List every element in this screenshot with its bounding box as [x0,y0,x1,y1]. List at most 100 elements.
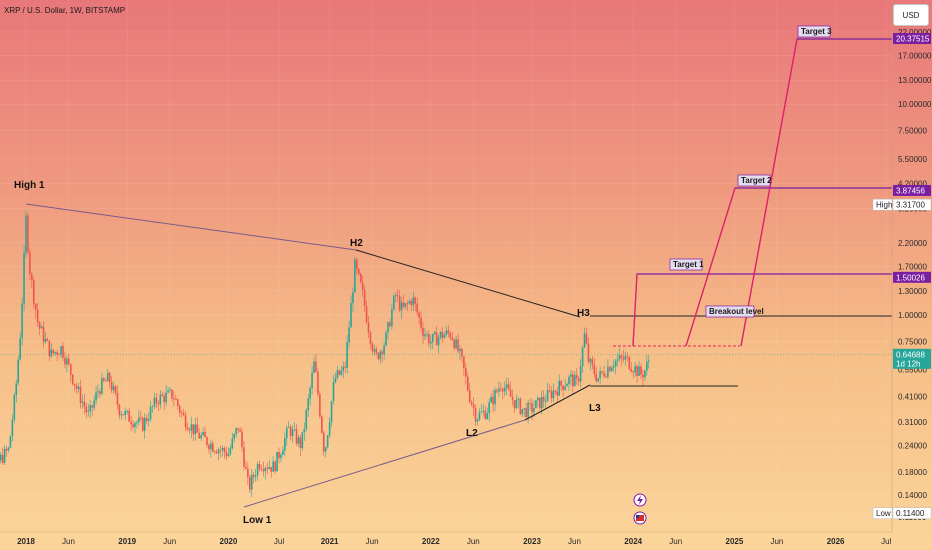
candle [241,428,243,452]
currency-button[interactable]: USD [893,4,929,26]
candle [118,403,121,420]
candle [140,411,142,422]
candle [513,400,516,413]
candle [365,300,368,324]
candle [646,354,648,376]
symbol-title: XRP / U.S. Dollar, 1W, BITSTAMP [4,6,126,15]
candle [624,351,627,366]
candle [287,421,290,428]
candle [482,404,485,417]
time-tick-label: Jun [467,537,480,546]
candle [27,212,29,255]
candle [112,381,115,394]
candle [572,370,574,394]
candle [408,298,411,305]
price-axis[interactable]: 22.00000 17.00000 13.00000 10.00000 7.50000 5… [872,0,932,532]
candle [585,327,588,345]
candle [558,374,561,397]
candle [428,330,430,347]
candle [416,297,418,317]
candle [461,347,463,363]
candle [38,321,41,336]
candle [268,460,271,470]
candle [410,298,413,311]
candle [533,400,535,418]
candle [106,368,109,382]
arrow-1 [632,273,638,347]
candle [340,365,343,377]
candle [134,421,136,434]
candle [367,316,370,339]
svg-text:1.50026: 1.50026 [896,273,925,282]
candle [138,410,140,426]
time-tick-label: 2024 [624,537,642,546]
candle [470,400,473,407]
candle [29,248,31,280]
candle [15,379,18,403]
candle [124,407,127,420]
candle [7,446,10,453]
time-tick-label: 2019 [118,537,136,546]
candle [136,420,138,429]
candle [48,340,51,361]
candle [188,427,191,435]
candle [418,311,420,325]
candle [607,359,609,380]
candle [589,357,592,370]
candle [554,389,557,396]
candle [280,452,282,463]
candle [476,418,479,426]
candle [32,277,35,309]
candle [149,401,152,422]
candle [500,382,502,392]
candle [31,271,33,289]
candle [282,446,284,456]
candle [486,407,489,420]
candle [44,331,47,344]
candle [424,327,426,340]
candle [157,400,160,412]
candle [605,373,607,378]
candle [143,413,146,440]
price-tick-label: 0.75000 [898,337,927,346]
candle [336,365,339,380]
candle [225,447,228,460]
lightning-icon[interactable] [633,493,647,507]
candle [161,391,164,397]
target-lines [632,38,892,347]
candle [190,416,193,439]
candle [484,405,487,420]
time-tick-label: 2023 [523,537,541,546]
candle [457,333,459,354]
time-axis[interactable]: 2018 Jun 2019 Jun 2020 Jul 2021 Jun 2022 Jun 2023 J… [0,531,892,550]
upper-trendline-2 [355,249,581,318]
candle [334,372,337,384]
candle [496,388,498,394]
l2-label: L2 [466,428,478,439]
candle [517,397,520,408]
candle [330,400,333,428]
candle [373,344,376,356]
candle [379,349,381,365]
candle [239,426,241,432]
candle [537,395,539,407]
candle [295,424,298,447]
candle [21,297,23,346]
candle [575,367,578,385]
candle [628,356,631,371]
candle [317,368,319,398]
candle [644,369,646,382]
candle [245,460,247,470]
candle [182,408,185,416]
candle [17,355,20,386]
time-tick-label: Jun [568,537,581,546]
candle [570,369,572,386]
candle [577,376,580,386]
flag-icon[interactable] [633,511,647,525]
candle [73,383,76,391]
svg-text:Low: Low [876,509,891,518]
candle [441,326,444,343]
